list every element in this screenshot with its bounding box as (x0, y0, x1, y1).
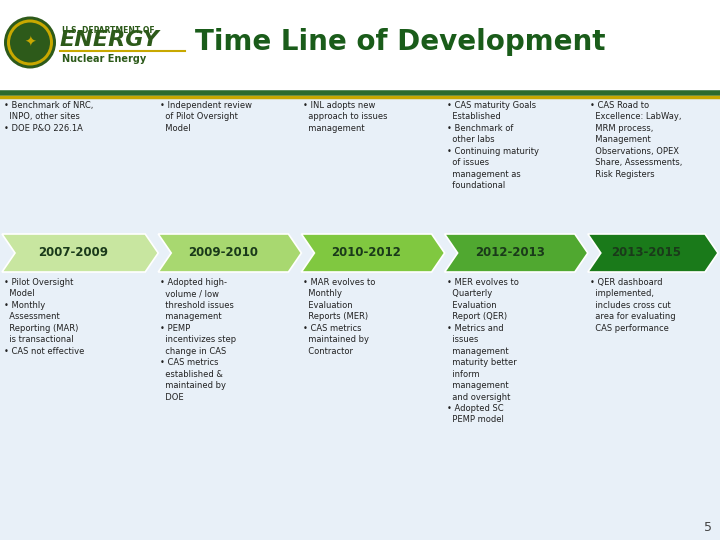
Polygon shape (2, 234, 158, 272)
Polygon shape (302, 234, 444, 272)
Text: 2009-2010: 2009-2010 (189, 246, 258, 260)
Circle shape (7, 19, 53, 65)
Text: • Benchmark of NRC,
  INPO, other sites
• DOE P&O 226.1A: • Benchmark of NRC, INPO, other sites • … (4, 101, 94, 133)
Text: 2013-2015: 2013-2015 (611, 246, 681, 260)
Text: U.S. DEPARTMENT OF: U.S. DEPARTMENT OF (62, 26, 155, 35)
Text: • MAR evolves to
  Monthly
  Evaluation
  Reports (MER)
• CAS metrics
  maintain: • MAR evolves to Monthly Evaluation Repo… (303, 278, 376, 356)
Text: • Independent review
  of Pilot Oversight
  Model: • Independent review of Pilot Oversight … (160, 101, 252, 133)
Text: 5: 5 (704, 521, 712, 534)
Text: ✦: ✦ (24, 36, 36, 50)
Bar (0, 0, 720, 95)
Bar (0, 95, 720, 540)
Text: • Adopted high-
  volume / low
  threshold issues
  management
• PEMP
  incentiv: • Adopted high- volume / low threshold i… (160, 278, 236, 402)
Text: • Pilot Oversight
  Model
• Monthly
  Assessment
  Reporting (MAR)
  is transact: • Pilot Oversight Model • Monthly Assess… (4, 278, 84, 356)
Text: • MER evolves to
  Quarterly
  Evaluation
  Report (QER)
• Metrics and
  issues
: • MER evolves to Quarterly Evaluation Re… (446, 278, 518, 424)
Text: Nuclear Energy: Nuclear Energy (62, 53, 146, 64)
Text: • QER dashboard
  implemented,
  includes cross cut
  area for evaluating
  CAS : • QER dashboard implemented, includes cr… (590, 278, 675, 333)
Text: Time Line of Development: Time Line of Development (194, 29, 606, 57)
Text: ENERGY: ENERGY (60, 30, 160, 51)
Text: • CAS Road to
  Excellence: LabWay,
  MRM process,
  Management
  Observations, : • CAS Road to Excellence: LabWay, MRM pr… (590, 101, 682, 179)
Text: 2007-2009: 2007-2009 (39, 246, 109, 260)
Polygon shape (444, 234, 588, 272)
Text: • INL adopts new
  approach to issues
  management: • INL adopts new approach to issues mana… (303, 101, 388, 133)
Text: • CAS maturity Goals
  Established
• Benchmark of
  other labs
• Continuing matu: • CAS maturity Goals Established • Bench… (446, 101, 539, 190)
Polygon shape (588, 234, 718, 272)
Circle shape (10, 23, 50, 63)
Text: 2010-2012: 2010-2012 (332, 246, 402, 260)
Polygon shape (158, 234, 302, 272)
Text: 2012-2013: 2012-2013 (474, 246, 544, 260)
Circle shape (4, 17, 56, 69)
